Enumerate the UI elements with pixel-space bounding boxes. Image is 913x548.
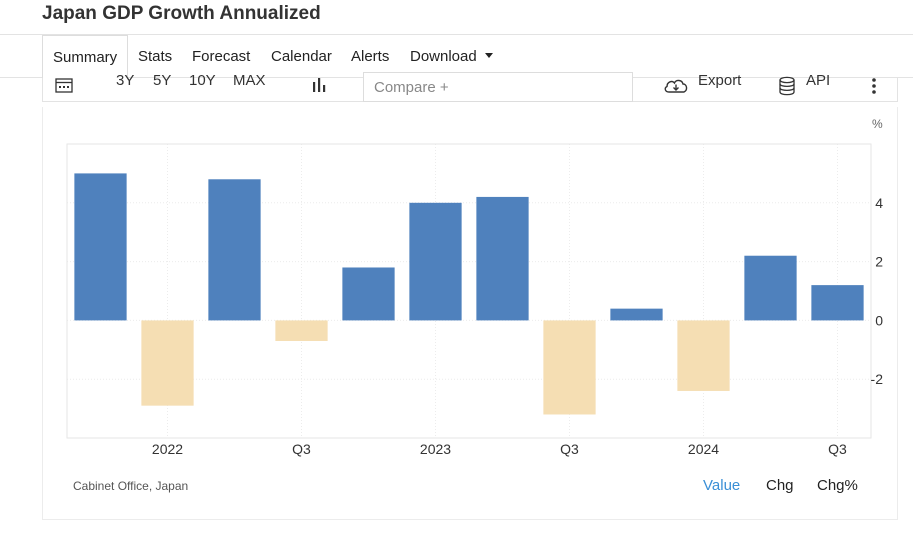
bar-2023-q1[interactable]	[409, 202, 462, 321]
y-tick-label: 4	[875, 195, 883, 211]
x-tick-label: Q3	[292, 441, 311, 457]
bar-2022-q3[interactable]	[275, 320, 328, 341]
tab-download[interactable]: Download	[400, 35, 503, 79]
y-tick-label: -2	[871, 371, 884, 387]
tab-summary-label: Summary	[53, 49, 118, 66]
source-text: Cabinet Office, Japan	[73, 479, 189, 493]
mode-chg-button[interactable]: Chg	[766, 477, 794, 494]
bar-2024-q1[interactable]	[677, 320, 730, 391]
compare-input[interactable]	[363, 72, 633, 102]
y-tick-label: 0	[875, 312, 883, 328]
tab-calendar[interactable]: Calendar	[261, 35, 342, 79]
gdp-growth-chart: 4 2 0 -2 2022 Q3 2023 Q3 2024 Q3 %	[66, 117, 884, 457]
plot-border	[66, 143, 872, 439]
x-tick-label: Q3	[828, 441, 847, 457]
range-10y-button[interactable]: 10Y	[189, 72, 216, 89]
bar-2023-q2[interactable]	[476, 196, 529, 321]
bar-2024-q2[interactable]	[744, 255, 797, 321]
bar-2023-q3[interactable]	[543, 320, 596, 415]
tab-forecast-label: Forecast	[192, 48, 251, 65]
tab-stats-label: Stats	[138, 48, 173, 65]
bar-2022-q2[interactable]	[208, 179, 261, 321]
bar-2021-q4[interactable]	[74, 173, 127, 321]
tab-download-label: Download	[410, 48, 477, 65]
export-button[interactable]: Export	[698, 72, 742, 89]
x-tick-label: 2022	[152, 441, 183, 457]
bar-2024-q3[interactable]	[811, 285, 864, 321]
range-3y-button[interactable]: 3Y	[116, 72, 135, 89]
api-button[interactable]: API	[806, 72, 831, 89]
x-tick-label: 2023	[420, 441, 451, 457]
bar-2023-q4[interactable]	[610, 308, 663, 321]
more-menu-icon[interactable]	[871, 77, 877, 99]
y-tick-labels: 4 2 0 -2	[871, 195, 884, 387]
chart-type-icon[interactable]	[310, 77, 328, 97]
tab-alerts-label: Alerts	[351, 48, 390, 65]
caret-down-icon	[484, 52, 493, 58]
bar-2022-q1[interactable]	[141, 320, 194, 406]
chart-toolbar: 3Y 5Y 10Y MAX Export API	[42, 72, 898, 102]
range-5y-button[interactable]: 5Y	[153, 72, 172, 89]
x-tick-label: 2024	[688, 441, 719, 457]
tab-summary[interactable]: Summary	[42, 35, 129, 80]
mode-chg-pct-button[interactable]: Chg%	[817, 477, 858, 494]
tab-forecast[interactable]: Forecast	[182, 35, 260, 79]
chart-panel	[42, 107, 898, 520]
x-tick-label: Q3	[560, 441, 579, 457]
cloud-download-icon[interactable]	[663, 77, 689, 99]
mode-value-button[interactable]: Value	[703, 477, 741, 494]
bars-group	[74, 173, 864, 415]
tab-stats[interactable]: Stats	[128, 35, 182, 79]
tab-alerts[interactable]: Alerts	[341, 35, 399, 79]
database-icon[interactable]	[778, 76, 796, 100]
range-max-button[interactable]: MAX	[233, 72, 266, 89]
x-tick-labels: 2022 Q3 2023 Q3 2024 Q3	[152, 441, 847, 457]
calendar-icon[interactable]	[55, 77, 73, 97]
bar-2022-q4[interactable]	[342, 267, 395, 321]
tab-calendar-label: Calendar	[271, 48, 332, 65]
y-tick-label: 2	[875, 254, 883, 270]
unit-label: %	[872, 117, 883, 131]
page-title: Japan GDP Growth Annualized	[42, 3, 321, 24]
